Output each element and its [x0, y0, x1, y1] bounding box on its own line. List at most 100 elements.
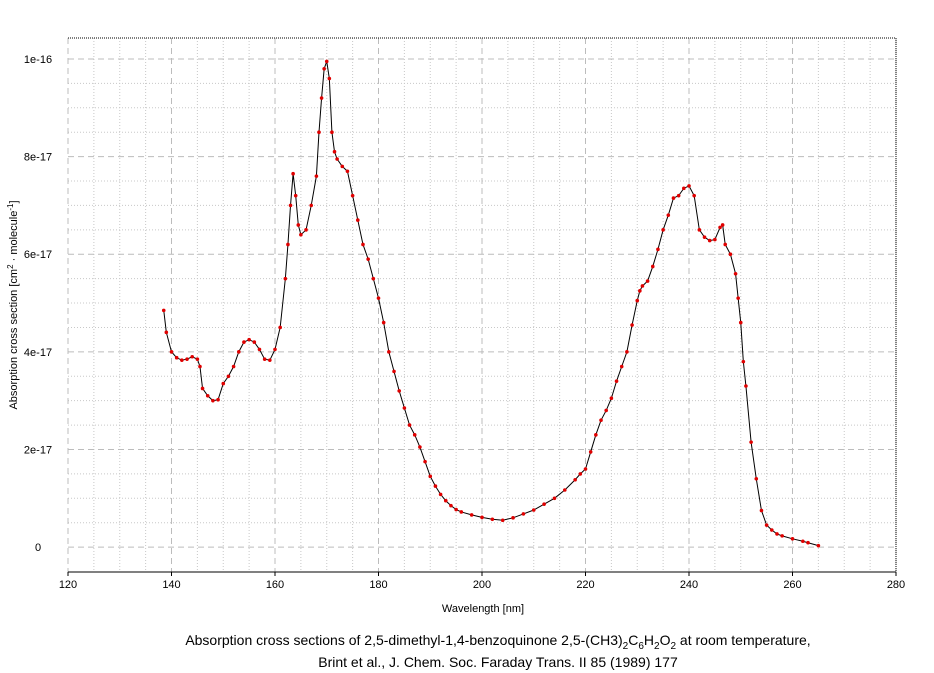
- data-point: [319, 96, 324, 100]
- data-point: [650, 264, 655, 269]
- y-label-part: ]: [8, 200, 20, 203]
- data-point: [317, 130, 321, 135]
- data-point: [200, 386, 205, 391]
- y-tick-label: 6e-17: [24, 249, 52, 261]
- data-point: [185, 357, 189, 361]
- data-point: [707, 238, 712, 243]
- data-point: [387, 350, 391, 354]
- data-point: [816, 543, 821, 548]
- data-point: [609, 396, 614, 401]
- data-point: [299, 232, 303, 237]
- data-point: [666, 213, 671, 217]
- data-point: [480, 515, 484, 520]
- y-tick-label: 0: [35, 542, 41, 554]
- y-label-part: Absorption cross section [cm: [8, 269, 20, 410]
- data-point: [286, 242, 290, 247]
- y-tick-label: 2e-17: [24, 444, 52, 456]
- data-point: [563, 488, 567, 492]
- data-point: [350, 193, 355, 198]
- caption-sub: 2: [623, 641, 629, 652]
- data-point: [438, 492, 443, 497]
- caption-sub: 2: [670, 641, 676, 652]
- data-point: [656, 247, 660, 252]
- data-point: [625, 350, 629, 354]
- y-label-sup: -1: [6, 203, 15, 211]
- data-point: [356, 218, 360, 222]
- x-tick-label: 140: [162, 579, 180, 591]
- data-point: [552, 496, 557, 501]
- data-point: [376, 296, 381, 300]
- data-point: [671, 196, 676, 200]
- data-point: [454, 507, 458, 512]
- data-point: [780, 534, 784, 538]
- x-tick-label: 240: [680, 579, 698, 591]
- data-point: [335, 157, 339, 161]
- x-axis-label: Wavelength [nm]: [442, 603, 524, 615]
- data-point: [161, 308, 166, 313]
- data-point: [583, 467, 588, 471]
- x-tick-label: 280: [887, 579, 905, 591]
- data-point: [221, 381, 226, 386]
- data-point: [599, 418, 603, 422]
- data-point: [392, 369, 396, 374]
- y-label-part: · molecule: [8, 211, 20, 265]
- data-point: [345, 169, 350, 174]
- data-point: [720, 223, 725, 227]
- y-axis-label: Absorption cross section [cm2 · molecule…: [6, 200, 20, 409]
- data-point: [630, 323, 634, 327]
- data-point: [806, 540, 810, 545]
- data-point: [332, 149, 337, 154]
- x-tick-label: 260: [783, 579, 801, 591]
- data-point: [588, 450, 593, 454]
- data-point: [443, 498, 448, 503]
- data-point: [713, 237, 717, 242]
- data-point: [205, 393, 210, 398]
- data-point: [635, 298, 640, 303]
- data-point: [268, 358, 272, 362]
- data-point: [198, 364, 202, 369]
- data-point: [775, 532, 779, 536]
- data-point: [366, 257, 370, 261]
- data-point: [449, 503, 453, 508]
- data-point: [291, 171, 295, 176]
- data-point: [542, 502, 546, 506]
- data-point: [381, 320, 386, 325]
- data-point: [304, 228, 308, 232]
- data-point: [327, 76, 332, 81]
- data-point: [801, 539, 805, 544]
- data-point: [340, 164, 345, 169]
- data-point: [211, 398, 215, 403]
- data-point: [661, 228, 665, 232]
- data-point: [790, 537, 795, 541]
- data-point: [283, 276, 288, 281]
- data-point: [242, 340, 246, 344]
- data-point: [278, 325, 282, 330]
- data-point: [226, 374, 231, 379]
- data-point: [371, 276, 376, 281]
- data-point: [216, 397, 220, 402]
- data-point: [676, 193, 681, 198]
- data-point: [361, 242, 365, 247]
- data-point: [645, 279, 650, 283]
- caption-part: at room temperature,: [676, 632, 811, 648]
- data-point: [190, 354, 194, 359]
- data-point: [733, 271, 738, 276]
- data-point: [500, 518, 505, 523]
- x-tick-label: 220: [576, 579, 594, 591]
- data-point: [397, 389, 402, 393]
- data-point: [164, 330, 169, 335]
- data-point: [236, 350, 241, 354]
- y-tick-label: 1e-16: [24, 54, 52, 66]
- data-point: [418, 445, 422, 449]
- data-point: [594, 433, 598, 437]
- data-point: [402, 406, 407, 410]
- y-tick-label: 4e-17: [24, 347, 52, 359]
- data-point: [573, 477, 577, 482]
- data-point: [759, 508, 764, 513]
- data-point: [314, 174, 319, 178]
- data-point: [288, 203, 293, 208]
- data-point: [764, 523, 769, 527]
- y-label-sup: 2: [6, 264, 15, 269]
